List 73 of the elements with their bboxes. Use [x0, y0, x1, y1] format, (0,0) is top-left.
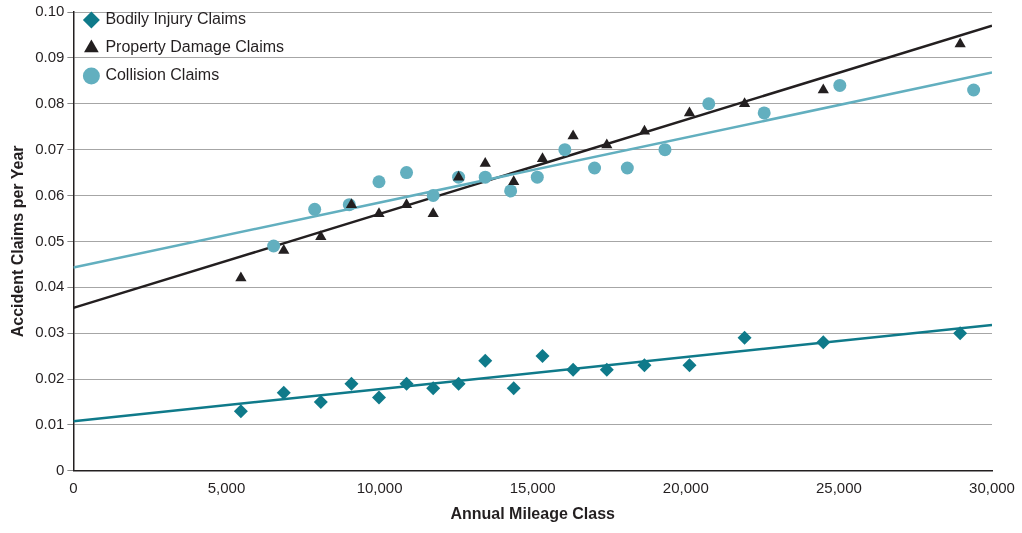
- point: [478, 353, 493, 368]
- point: [278, 244, 290, 254]
- x-axis-title: Annual Mileage Class: [450, 504, 616, 522]
- x-tick-label: 30,000: [969, 478, 1015, 496]
- point: [737, 330, 752, 345]
- point: [599, 362, 614, 377]
- x-tick-label: 0: [69, 478, 78, 496]
- point: [478, 170, 492, 184]
- x-tick-label: 10,000: [356, 478, 403, 496]
- point: [566, 362, 581, 377]
- point: [479, 156, 491, 167]
- y-axis-title: Accident Claims per Year: [9, 145, 27, 338]
- point: [315, 230, 327, 241]
- point: [953, 326, 968, 341]
- point: [535, 349, 550, 364]
- legend-label: Bodily Injury Claims: [105, 10, 246, 28]
- point: [588, 161, 602, 175]
- legend-label: Collision Claims: [105, 66, 220, 84]
- point: [400, 166, 414, 180]
- point: [399, 376, 414, 391]
- point: [451, 376, 466, 391]
- point: [620, 161, 634, 175]
- x-tick-label: 20,000: [662, 478, 709, 496]
- point: [567, 129, 579, 140]
- y-tick-label: 0.07: [35, 139, 65, 157]
- point: [276, 385, 291, 400]
- point: [536, 152, 549, 163]
- point: [308, 202, 322, 216]
- point: [426, 381, 441, 396]
- x-tick-label: 15,000: [509, 478, 556, 496]
- point: [267, 239, 281, 253]
- point: [313, 394, 328, 409]
- y-tick-label: 0.04: [35, 277, 65, 295]
- y-tick-label: 0.01: [35, 415, 65, 433]
- point: [954, 37, 966, 48]
- point: [373, 207, 385, 218]
- point: [344, 376, 359, 391]
- point: [558, 143, 572, 157]
- point: [833, 78, 847, 92]
- y-tick-label: 0.03: [35, 323, 65, 341]
- point: [508, 175, 520, 186]
- legend-label: Property Damage Claims: [105, 38, 285, 56]
- point: [601, 138, 613, 149]
- point: [426, 189, 440, 203]
- point: [371, 390, 386, 405]
- point: [816, 335, 831, 350]
- point: [702, 97, 716, 111]
- y-tick-label: 0.09: [35, 48, 65, 66]
- x-tick-label: 25,000: [815, 478, 862, 496]
- point: [967, 83, 981, 97]
- point: [637, 358, 652, 373]
- point: [530, 170, 544, 184]
- point: [682, 358, 697, 373]
- y-tick-label: 0.06: [35, 185, 65, 203]
- x-tick-label: 5,000: [207, 478, 246, 496]
- y-tick-label: 0.05: [35, 231, 65, 249]
- point: [683, 106, 696, 117]
- point: [738, 97, 751, 108]
- y-tick-label: 0: [56, 460, 65, 478]
- point: [427, 207, 439, 218]
- y-tick-label: 0.10: [35, 2, 65, 20]
- point: [345, 198, 358, 208]
- point: [233, 404, 248, 419]
- point: [817, 83, 829, 94]
- y-tick-label: 0.08: [35, 93, 65, 111]
- point: [638, 124, 651, 135]
- point: [658, 143, 672, 157]
- point: [757, 106, 771, 120]
- point: [235, 271, 247, 282]
- point: [506, 381, 521, 396]
- point: [504, 184, 518, 198]
- point: [372, 175, 386, 189]
- y-tick-label: 0.02: [35, 369, 65, 387]
